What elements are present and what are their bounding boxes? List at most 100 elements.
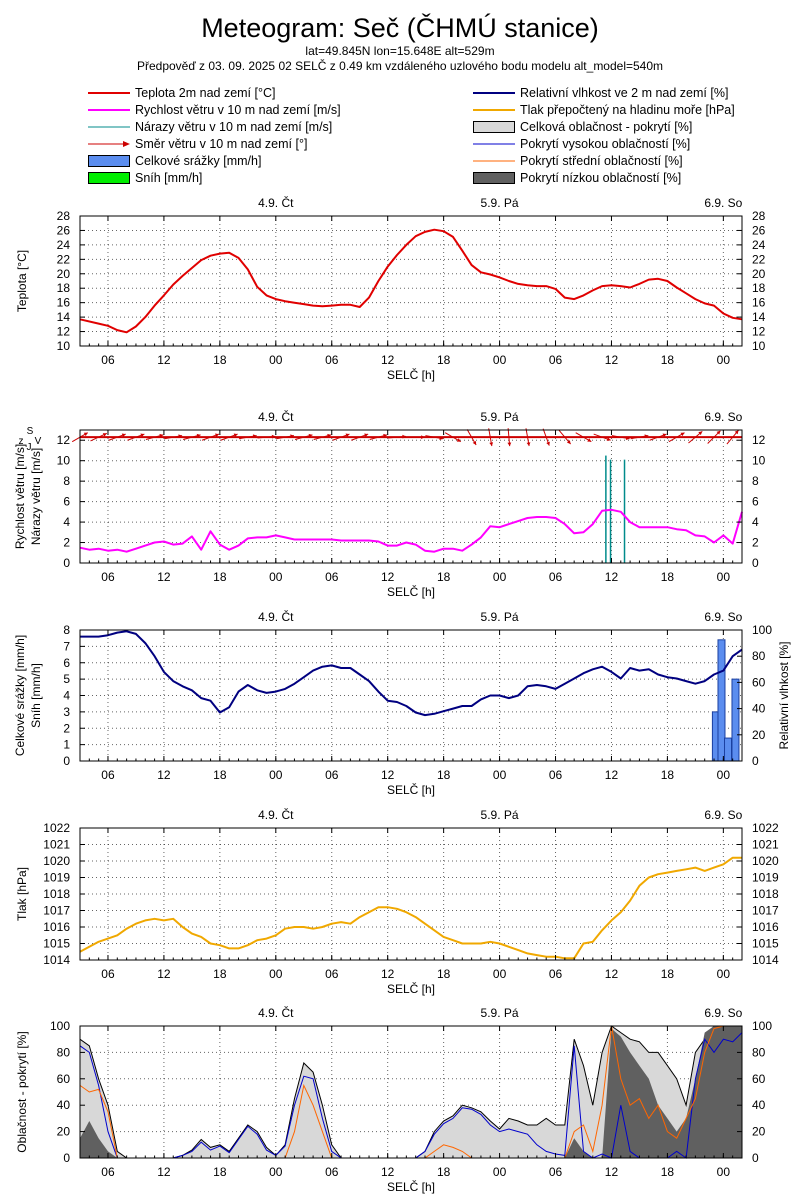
y-tick-label: 0 (63, 556, 70, 570)
y-tick-label: 1014 (43, 953, 70, 967)
y-tick-label-right: 10 (752, 454, 766, 468)
y-tick-label: 60 (57, 1072, 71, 1086)
legend-label: Tlak přepočtený na hladinu moře [hPa] (520, 103, 735, 117)
y-tick-label-right: 1017 (752, 904, 779, 918)
y-tick-label-right: 1014 (752, 953, 779, 967)
compass-letter: z (19, 436, 24, 447)
legend: Teplota 2m nad zemí [°C] Relativní vlhkos… (0, 85, 800, 190)
x-axis-label: SELČ [h] (387, 1179, 435, 1194)
wind-direction-arrow (164, 434, 183, 440)
y-tick-label-right: 20 (752, 267, 766, 281)
x-tick-label: 00 (717, 967, 731, 981)
wind-direction-arrow (507, 428, 512, 447)
y-tick-label-right: 4 (752, 515, 759, 529)
x-tick-label: 00 (269, 768, 283, 782)
x-tick-label: 00 (269, 570, 283, 584)
legend-swatch (473, 154, 515, 168)
y-tick-label-right: 20 (752, 728, 766, 742)
wind-direction-arrow (688, 430, 703, 444)
x-tick-label: 12 (381, 570, 395, 584)
y-tick-label: 8 (63, 474, 70, 488)
y-tick-label: 5 (63, 672, 70, 686)
y-tick-label: 1020 (43, 854, 70, 868)
day-label: 6.9. So (704, 1006, 742, 1020)
legend-swatch (88, 103, 130, 117)
y-tick-label: 1021 (43, 838, 70, 852)
x-tick-label: 06 (325, 353, 339, 367)
y-tick-label-right: 100 (752, 623, 772, 637)
y-tick-label-right: 80 (752, 1045, 766, 1059)
y-tick-label-right: 18 (752, 281, 766, 295)
wind-direction-arrow (466, 429, 477, 446)
y-tick-label: 16 (57, 296, 71, 310)
wind-direction-arrow (238, 434, 257, 440)
y-tick-label: 80 (57, 1045, 71, 1059)
y-tick-label-right: 6 (752, 495, 759, 509)
x-tick-label: 00 (493, 353, 507, 367)
y-axis-label: Rychlost větru [m/s] (13, 444, 27, 549)
legend-swatch (473, 171, 515, 185)
y-tick-label-right: 14 (752, 310, 766, 324)
wind-direction-arrow (630, 434, 649, 440)
x-tick-label: 00 (269, 967, 283, 981)
y-tick-label: 1016 (43, 920, 70, 934)
plot-frame (79, 1025, 743, 1159)
legend-label: Pokrytí nízkou oblačností [%] (520, 171, 682, 185)
y-tick-label: 20 (57, 1125, 71, 1139)
cloud-area (80, 1026, 742, 1158)
compass-letter: J (27, 442, 32, 453)
x-tick-label: 00 (493, 1165, 507, 1179)
x-tick-label: 06 (101, 1165, 115, 1179)
x-tick-label: 18 (213, 570, 227, 584)
x-tick-label: 12 (381, 967, 395, 981)
x-axis-label: SELČ [h] (387, 367, 435, 382)
y-tick-label-right: 1021 (752, 838, 779, 852)
y-axis-label: Tlak [hPa] (15, 867, 29, 921)
x-tick-label: 18 (661, 967, 675, 981)
y-tick-label-right: 12 (752, 325, 766, 339)
x-tick-label: 06 (101, 967, 115, 981)
day-label: 4.9. Čt (258, 807, 294, 822)
wind-direction-arrow (388, 434, 407, 439)
y-tick-label-right: 16 (752, 296, 766, 310)
wind-direction-arrow (611, 435, 630, 441)
wind-direction-arrow (257, 434, 276, 439)
x-tick-label: 06 (101, 353, 115, 367)
y-tick-label-right: 20 (752, 1125, 766, 1139)
legend-label: Relativní vlhkost ve 2 m nad zemí [%] (520, 86, 729, 100)
y-tick-label-right: 60 (752, 1072, 766, 1086)
wind-direction-arrow (108, 433, 126, 441)
legend-swatch (473, 103, 515, 117)
y-tick-label: 14 (57, 310, 71, 324)
y-tick-label-right: 1022 (752, 821, 779, 835)
x-tick-label: 12 (381, 768, 395, 782)
x-tick-label: 00 (493, 768, 507, 782)
wind-direction-arrow (525, 428, 531, 447)
wind-direction-arrow (294, 433, 313, 440)
y-tick-label: 6 (63, 495, 70, 509)
x-tick-label: 18 (213, 967, 227, 981)
x-tick-label: 06 (325, 1165, 339, 1179)
forecast-info: Předpověď z 03. 09. 2025 02 SELČ z 0.49 … (136, 59, 664, 73)
wind-direction-arrow (575, 432, 592, 443)
series-line (79, 856, 742, 960)
day-label: 6.9. So (704, 808, 742, 822)
legend-swatch (473, 86, 515, 100)
x-tick-label: 06 (549, 1165, 563, 1179)
x-tick-label: 12 (157, 353, 171, 367)
y-tick-label: 2 (63, 721, 70, 735)
wind-direction-arrow (488, 428, 494, 447)
y-tick-label: 7 (63, 639, 70, 653)
legend-label: Teplota 2m nad zemí [°C] (135, 86, 276, 100)
wind-direction-arrow (542, 428, 550, 446)
y-tick-label: 1015 (43, 937, 70, 951)
legend-swatch (88, 120, 130, 134)
day-label: 4.9. Čt (258, 195, 294, 210)
day-label: 6.9. So (704, 196, 742, 210)
series-line (79, 228, 743, 334)
y-tick-label-right: 28 (752, 209, 766, 223)
y-tick-label-right: 1015 (752, 937, 779, 951)
y-tick-label: 6 (63, 656, 70, 670)
y-tick-label: 3 (63, 705, 70, 719)
day-label: 4.9. Čt (258, 609, 294, 624)
